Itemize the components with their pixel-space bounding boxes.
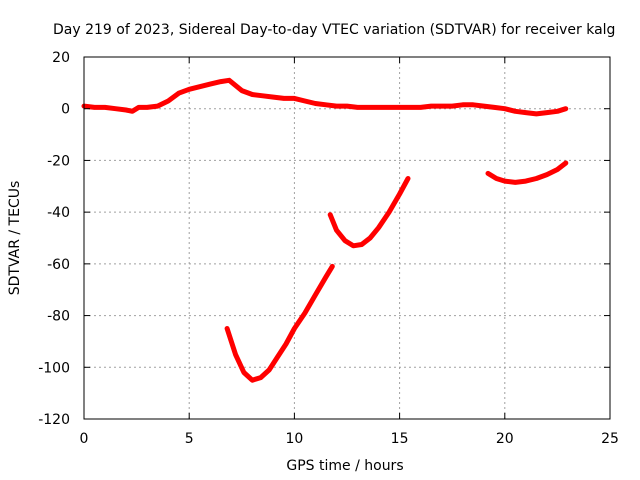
y-tick-label: -60 [47,257,70,273]
y-axis-ticks: 20 0 -20 -40 -60 -80 -100 -120 [38,50,610,428]
y-tick-label: -20 [47,153,70,169]
plot-frame [83,56,611,420]
y-tick-label: 20 [52,50,70,66]
data-series [81,77,569,383]
series-line-arc-2 [327,176,411,249]
y-axis-label: SDTVAR / TECUs [7,181,23,296]
x-tick-label: 25 [601,431,619,447]
x-axis-ticks: 0 5 10 15 20 25 [80,57,619,447]
y-tick-label: -100 [38,360,70,376]
series-line-main [81,77,569,117]
y-tick-label: -80 [47,309,70,325]
grid-lines [84,57,610,419]
chart-title: Day 219 of 2023, Sidereal Day-to-day VTE… [53,22,615,38]
y-tick-label: 0 [61,102,70,118]
y-tick-label: -40 [47,205,70,221]
x-tick-label: 20 [496,431,514,447]
x-tick-label: 10 [285,431,303,447]
x-tick-label: 15 [391,431,409,447]
x-axis-label: GPS time / hours [286,458,403,474]
x-tick-label: 0 [80,431,89,447]
series-line-arc-1 [224,263,335,383]
series-line-arc-3 [485,160,569,185]
x-tick-label: 5 [185,431,194,447]
y-tick-label: -120 [38,412,70,428]
